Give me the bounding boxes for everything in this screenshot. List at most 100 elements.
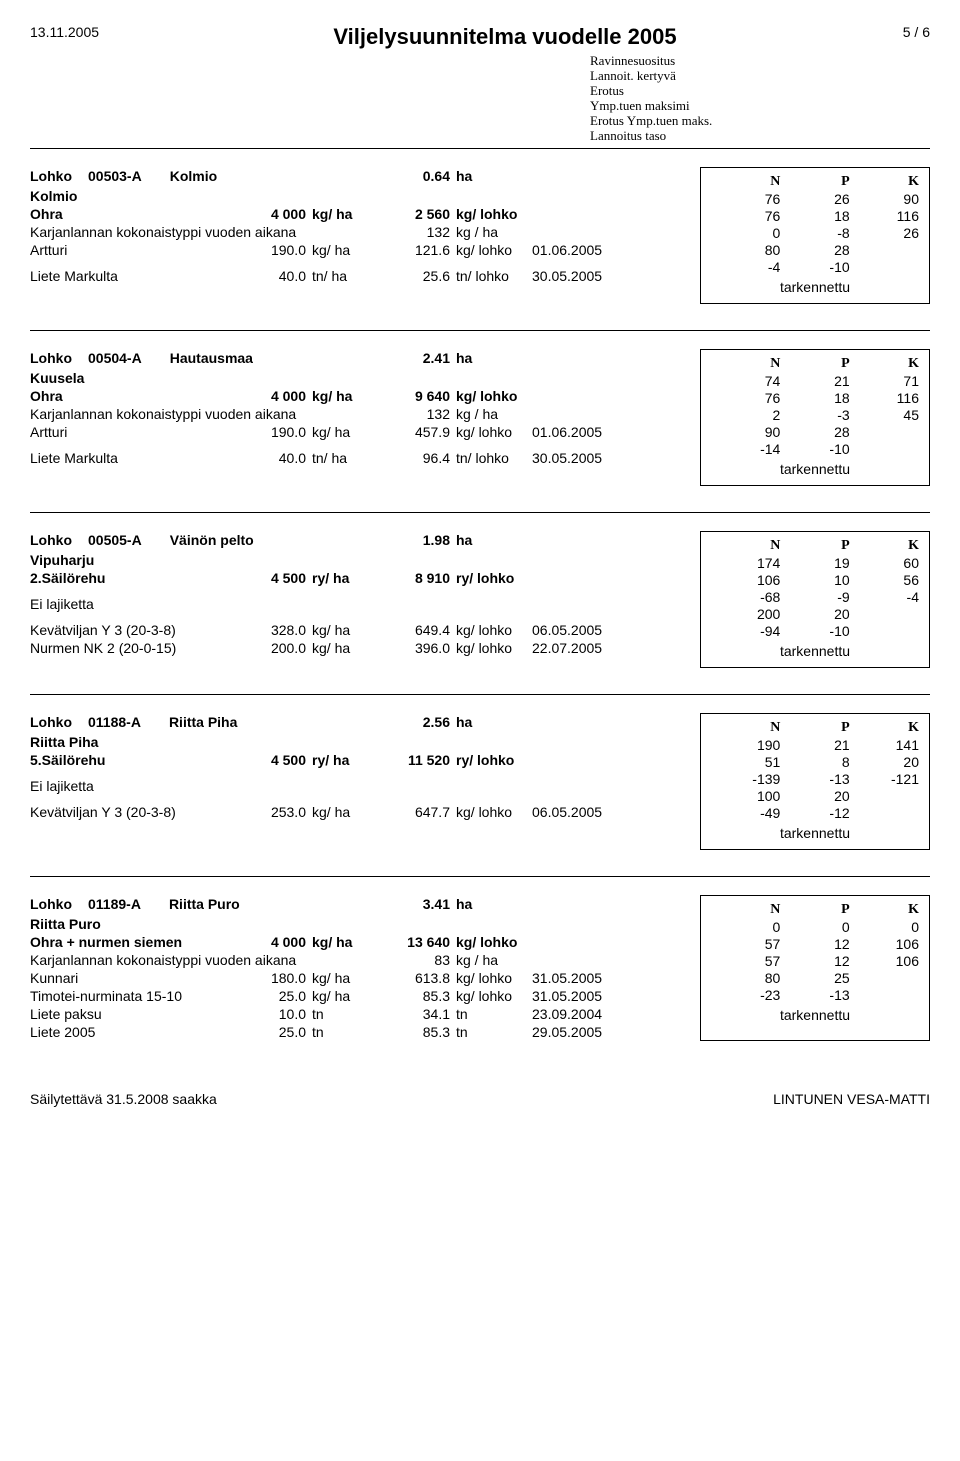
lohko-block: Lohko00504-AHautausmaa2.41haKuuselaOhra4…	[30, 349, 930, 486]
cell-c1: Kevätviljan Y 3 (20-3-8)	[30, 622, 230, 638]
lohko-area: 2.41	[378, 350, 450, 366]
cell-c4: 8 910	[378, 570, 450, 586]
cell-c1: Karjanlannan kokonaistyppi vuoden aikana	[30, 952, 372, 968]
npk-value: 76	[711, 208, 780, 224]
cell-c5: tn	[456, 1006, 526, 1022]
data-row: Karjanlannan kokonaistyppi vuoden aikana…	[30, 951, 680, 969]
cell-c4: 132	[378, 224, 450, 240]
cell-c1: Artturi	[30, 424, 230, 440]
npk-value: 0	[780, 919, 849, 935]
cell-c5: kg/ lohko	[456, 640, 526, 656]
data-row: Timotei-nurminata 15-1025.0kg/ ha85.3kg/…	[30, 987, 680, 1005]
cell-c3: kg/ ha	[312, 622, 372, 638]
lohko-area: 2.56	[378, 714, 450, 730]
npk-header: K	[850, 174, 919, 190]
data-row: Artturi190.0kg/ ha121.6kg/ lohko01.06.20…	[30, 241, 680, 259]
cell-c1: Ei lajiketta	[30, 596, 230, 612]
npk-value: -13	[780, 771, 849, 787]
npk-value: 100	[711, 788, 780, 804]
lohko-area-unit: ha	[456, 714, 526, 730]
npk-value: -9	[780, 589, 849, 605]
data-row: Ei lajiketta	[30, 595, 680, 613]
data-row: 5.Säilörehu4 500ry/ ha11 520ry/ lohko	[30, 751, 680, 769]
npk-value: -121	[850, 771, 919, 787]
cell-c4: 121.6	[378, 242, 450, 258]
npk-value: 12	[780, 936, 849, 952]
npk-value: -10	[780, 623, 849, 639]
cell-c1: Kunnari	[30, 970, 230, 986]
npk-value: 25	[780, 970, 849, 986]
npk-value	[850, 788, 919, 804]
cell-c2: 4 000	[236, 206, 306, 222]
npk-value: -4	[850, 589, 919, 605]
cell-c5: kg/ lohko	[456, 988, 526, 1004]
cell-c5: kg/ lohko	[456, 622, 526, 638]
lohko-area: 1.98	[378, 532, 450, 548]
cell-c3: ry/ ha	[312, 752, 372, 768]
npk-value: 21	[780, 373, 849, 389]
lohko-block: Lohko00503-AKolmio0.64haKolmioOhra4 000k…	[30, 167, 930, 304]
cell-c6: 30.05.2005	[532, 450, 632, 466]
npk-value: 26	[780, 191, 849, 207]
lohko-title: Lohko01189-ARiitta Puro	[30, 896, 372, 912]
npk-box: NPK000571210657121068025-23-13tarkennett…	[700, 895, 930, 1041]
cell-c6: 31.05.2005	[532, 988, 632, 1004]
data-row: Karjanlannan kokonaistyppi vuoden aikana…	[30, 405, 680, 423]
lohko-title: Lohko01188-ARiitta Piha	[30, 714, 372, 730]
cell-c2: 180.0	[236, 970, 306, 986]
cell-c5: kg/ lohko	[456, 934, 526, 950]
cell-c3: kg/ ha	[312, 934, 372, 950]
data-row: Kevätviljan Y 3 (20-3-8)328.0kg/ ha649.4…	[30, 621, 680, 639]
npk-value: 20	[850, 754, 919, 770]
cell-c6: 01.06.2005	[532, 424, 632, 440]
header-title: Viljelysuunnitelma vuodelle 2005	[200, 24, 810, 50]
cell-c2: 10.0	[236, 1006, 306, 1022]
npk-value: 8	[780, 754, 849, 770]
lohko-title: Lohko00504-AHautausmaa	[30, 350, 372, 366]
npk-value: 2	[711, 407, 780, 423]
cell-c1: Ohra	[30, 388, 230, 404]
cell-c1: Liete 2005	[30, 1024, 230, 1040]
legend-line: Ravinnesuositus	[590, 54, 930, 69]
npk-header: K	[850, 902, 919, 918]
npk-value: 10	[780, 572, 849, 588]
npk-value	[850, 987, 919, 1003]
npk-value	[850, 259, 919, 275]
cell-c3: kg/ ha	[312, 640, 372, 656]
npk-value: 80	[711, 242, 780, 258]
cell-c2: 25.0	[236, 988, 306, 1004]
cell-c4: 2 560	[378, 206, 450, 222]
lohko-area: 0.64	[378, 168, 450, 184]
cell-c5: tn/ lohko	[456, 268, 526, 284]
npk-value: 19	[780, 555, 849, 571]
cell-c6: 06.05.2005	[532, 622, 632, 638]
cell-c1: Ohra	[30, 206, 230, 222]
npk-value: -3	[780, 407, 849, 423]
cell-c5: ry/ lohko	[456, 570, 526, 586]
npk-value: 80	[711, 970, 780, 986]
legend-line: Erotus Ymp.tuen maks.	[590, 114, 930, 129]
npk-value: -49	[711, 805, 780, 821]
npk-header: K	[850, 538, 919, 554]
cell-c5: ry/ lohko	[456, 752, 526, 768]
npk-value	[850, 805, 919, 821]
npk-value: -10	[780, 259, 849, 275]
cell-c1: Artturi	[30, 242, 230, 258]
data-row: Liete Markulta40.0tn/ ha25.6tn/ lohko30.…	[30, 267, 680, 285]
npk-value: -23	[711, 987, 780, 1003]
lohko-area: 3.41	[378, 896, 450, 912]
npk-value: -10	[780, 441, 849, 457]
data-row: Liete paksu10.0tn34.1tn23.09.2004	[30, 1005, 680, 1023]
footer-right: LINTUNEN VESA-MATTI	[773, 1091, 930, 1107]
cell-c5: kg / ha	[456, 406, 526, 422]
data-row: Ohra4 000kg/ ha9 640kg/ lohko	[30, 387, 680, 405]
npk-box: NPK17419601061056-68-9-420020-94-10tarke…	[700, 531, 930, 668]
cell-c5: kg/ lohko	[456, 242, 526, 258]
lohko-subname: Riitta Puro	[30, 914, 632, 932]
npk-value: 90	[711, 424, 780, 440]
npk-value: 200	[711, 606, 780, 622]
npk-value: 0	[850, 919, 919, 935]
npk-box: NPK1902114151820-139-13-12110020-49-12ta…	[700, 713, 930, 850]
npk-header: N	[711, 174, 780, 190]
header-page: 5 / 6	[810, 24, 930, 40]
